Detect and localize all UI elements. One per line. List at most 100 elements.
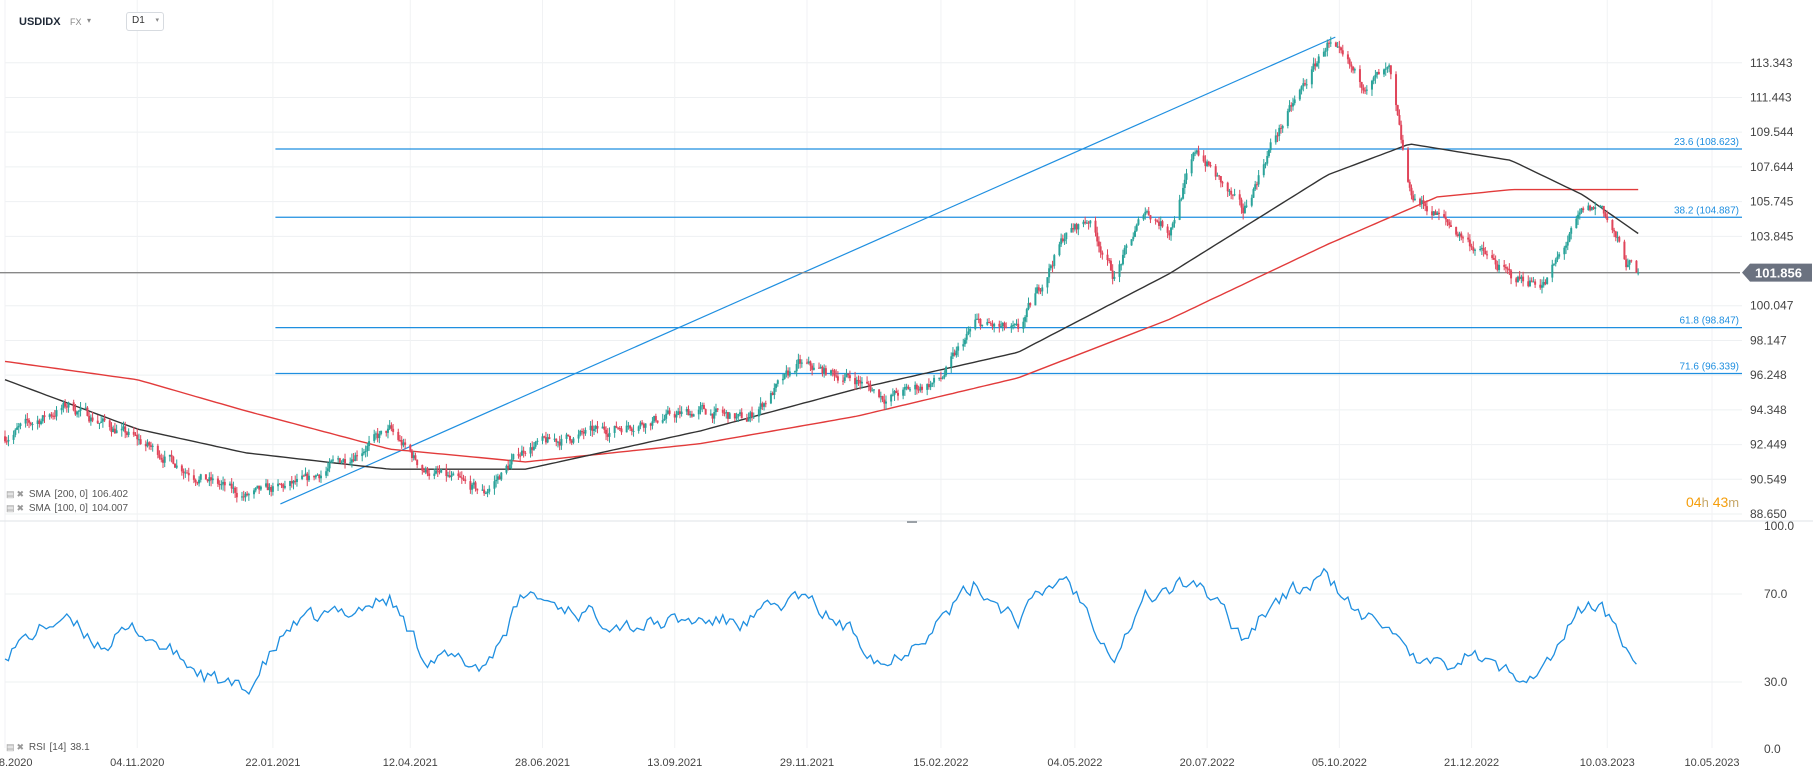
candle-body <box>615 425 618 428</box>
candle-body <box>373 434 376 442</box>
indicator-legend-sma200[interactable]: ▤ ✖ SMA [200, 0] 106.402 <box>6 489 128 500</box>
candle-body <box>1245 205 1248 207</box>
price-axis-label: 98.147 <box>1750 333 1787 347</box>
candle-body <box>979 319 982 327</box>
candle-body <box>687 409 690 416</box>
candle-body <box>1401 139 1404 150</box>
candle-body <box>568 435 571 441</box>
candle-body <box>1582 208 1585 211</box>
trend-line[interactable] <box>280 36 1336 505</box>
close-icon[interactable]: ✖ <box>16 742 25 752</box>
candle-body <box>1226 182 1229 192</box>
price-axis-label: 94.348 <box>1750 403 1787 417</box>
candle-body <box>1398 115 1401 125</box>
candle-body <box>678 411 681 415</box>
settings-icon[interactable]: ▤ <box>6 489 15 499</box>
candle-body <box>220 484 223 486</box>
candle-body <box>644 423 647 428</box>
candle-body <box>1353 69 1356 71</box>
candle-body <box>649 423 652 426</box>
symbol-label[interactable]: USDIDX <box>19 16 61 28</box>
candle-body <box>1063 239 1066 242</box>
candle-body <box>1094 220 1097 233</box>
indicator-value: 104.007 <box>91 503 129 514</box>
candle-body <box>697 409 700 415</box>
price-axis-label: 105.745 <box>1750 195 1794 209</box>
indicator-name: RSI <box>28 742 46 753</box>
candle-body <box>800 362 803 364</box>
candle-body <box>289 481 292 486</box>
candle-body <box>316 474 319 476</box>
candle-body <box>1578 212 1581 215</box>
settings-icon[interactable]: ▤ <box>6 742 15 752</box>
candle-body <box>558 441 561 446</box>
candle-body <box>1180 198 1183 200</box>
candle-body <box>663 418 666 421</box>
candle-body <box>1396 105 1399 116</box>
candle-body <box>48 414 51 418</box>
candle-body <box>781 378 784 381</box>
candle-body <box>1532 281 1535 283</box>
candle-body <box>1039 290 1042 292</box>
candle-body <box>1568 233 1571 242</box>
candle-body <box>867 383 870 386</box>
candle-body <box>1158 221 1161 226</box>
candle-body <box>1424 203 1427 207</box>
candle-body <box>991 323 994 327</box>
candle-body <box>445 469 448 476</box>
candle-body <box>1594 207 1597 209</box>
timeframe-dropdown[interactable]: D1 ▾ <box>126 12 164 31</box>
candle-body <box>524 452 527 454</box>
candle-body <box>1178 199 1181 220</box>
candle-body <box>146 442 149 447</box>
candle-body <box>65 406 68 408</box>
indicator-name: SMA <box>28 489 51 500</box>
candle-body <box>728 413 731 419</box>
candle-body <box>1635 260 1638 273</box>
candle-body <box>848 375 851 379</box>
candle-body <box>773 387 776 396</box>
pane-divider[interactable] <box>0 520 1813 523</box>
candle-body <box>60 407 63 411</box>
date-axis-label: 13.09.2021 <box>647 757 702 769</box>
candle-body <box>344 459 347 464</box>
candle-body <box>1276 135 1279 137</box>
candle-body <box>306 473 309 481</box>
candle-body <box>1520 276 1523 279</box>
candle-body <box>914 384 917 390</box>
candle-body <box>1230 190 1233 195</box>
pane-resize-handle[interactable] <box>907 521 917 523</box>
candle-body <box>115 430 118 434</box>
candle-body <box>1123 247 1126 255</box>
candle-body <box>699 406 702 410</box>
candle-body <box>460 477 463 479</box>
close-icon[interactable]: ✖ <box>16 503 25 513</box>
chevron-down-icon[interactable]: ▾ <box>87 16 92 25</box>
indicator-legend-sma100[interactable]: ▤ ✖ SMA [100, 0] 104.007 <box>6 503 128 514</box>
close-icon[interactable]: ✖ <box>16 489 25 499</box>
candle-body <box>1376 71 1379 75</box>
candle-body <box>665 413 668 419</box>
candle-body <box>232 487 235 489</box>
fibonacci-retracement[interactable] <box>275 148 1742 375</box>
candle-body <box>199 474 202 480</box>
candle-body <box>1111 270 1114 279</box>
candle-body <box>1540 285 1543 288</box>
candle-body <box>1553 263 1556 265</box>
candle-body <box>1216 175 1219 177</box>
candle-body <box>1506 268 1509 270</box>
candle-body <box>570 440 573 443</box>
candle-body <box>787 370 790 376</box>
candle-body <box>661 420 664 423</box>
candle-body <box>198 479 201 484</box>
candle-body <box>1544 282 1547 284</box>
candle-body <box>866 381 869 384</box>
timeframe-label: D1 <box>132 15 145 26</box>
settings-icon[interactable]: ▤ <box>6 503 15 513</box>
candle-body <box>433 473 436 476</box>
indicator-legend-rsi[interactable]: ▤ ✖ RSI [14] 38.1 <box>6 742 90 753</box>
candle-body <box>1291 103 1294 107</box>
candle-body <box>1362 87 1365 91</box>
